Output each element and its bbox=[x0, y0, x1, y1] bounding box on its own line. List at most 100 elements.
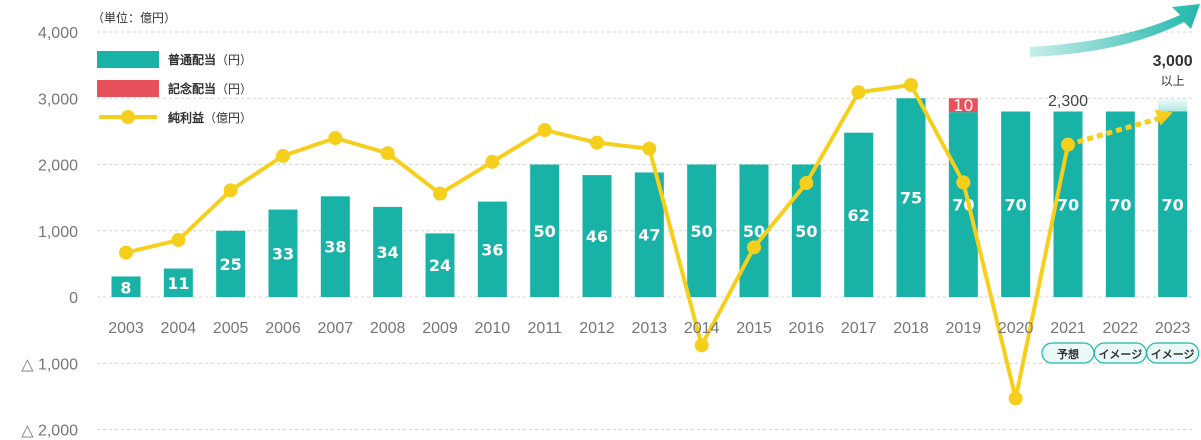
net-income-point bbox=[433, 186, 447, 201]
bar-label-regular: 33 bbox=[272, 244, 294, 263]
bar-regular-dividend bbox=[634, 172, 664, 297]
x-tick-label: 2013 bbox=[632, 320, 668, 337]
y-tick-label: 1,000 bbox=[38, 224, 78, 241]
net-income-point bbox=[119, 245, 133, 260]
bar-label-regular: 25 bbox=[220, 255, 242, 274]
net-income-point bbox=[747, 240, 761, 255]
bar-label-regular: 47 bbox=[638, 226, 660, 245]
bar-commemorative-dividend bbox=[948, 98, 978, 113]
x-tick-label: 2016 bbox=[789, 320, 825, 337]
bar-regular-dividend bbox=[739, 164, 769, 297]
bar-regular-dividend bbox=[477, 201, 507, 297]
x-tick-label: 2011 bbox=[527, 320, 562, 337]
forecast-badges: 予想 イメージ イメージ bbox=[1041, 342, 1200, 364]
dividend-bars: 8 11 25 33 38 34 24 36 50 46 47 50 50 50 62 75 10 70 70 70 7… bbox=[111, 96, 1188, 297]
bar-label-commemorative: 10 bbox=[953, 96, 973, 115]
net-income-point bbox=[485, 154, 500, 169]
x-tick-label: 2015 bbox=[736, 320, 772, 337]
x-tick-label: 2012 bbox=[579, 320, 615, 337]
y-tick-label: 4,000 bbox=[38, 25, 78, 42]
bar-label-regular: 70 bbox=[1057, 195, 1079, 214]
bar-regular-dividend bbox=[530, 164, 560, 297]
forecast-badge-label: イメージ bbox=[1151, 348, 1195, 361]
x-tick-label: 2022 bbox=[1103, 320, 1139, 337]
x-tick-label: 2020 bbox=[998, 320, 1034, 337]
bar-regular-dividend bbox=[216, 230, 246, 297]
bar-label-regular: 62 bbox=[848, 206, 870, 225]
unit-label: （単位：億円） bbox=[92, 10, 176, 25]
y-tick-label: 2,000 bbox=[38, 158, 78, 175]
net-income-point bbox=[904, 78, 918, 92]
growth-arrow bbox=[1030, 4, 1200, 112]
x-tick-label: 2006 bbox=[265, 320, 301, 337]
bar-label-regular: 50 bbox=[795, 222, 817, 241]
bar-label-regular: 70 bbox=[1005, 195, 1027, 214]
x-tick-label: 2019 bbox=[946, 320, 982, 337]
target-bar-extension bbox=[1158, 98, 1188, 112]
bar-regular-dividend bbox=[1158, 111, 1188, 297]
net-income-point bbox=[171, 233, 186, 248]
bar-label-regular: 38 bbox=[324, 238, 346, 257]
x-tick-label: 2017 bbox=[841, 320, 877, 337]
net-income-point bbox=[1008, 391, 1023, 406]
bar-regular-dividend bbox=[896, 98, 926, 297]
y-axis-ticks: 4,000 3,000 2,000 1,000 0 △ 1,000 △ 2,000 bbox=[21, 25, 78, 440]
bar-regular-dividend bbox=[373, 206, 403, 297]
x-tick-label: 2009 bbox=[422, 320, 458, 337]
bar-label-regular: 34 bbox=[377, 243, 399, 262]
y-tick-label: △ 1,000 bbox=[21, 356, 78, 373]
x-tick-label: 2005 bbox=[213, 320, 249, 337]
net-income-point bbox=[380, 146, 395, 161]
annotation-2023-target: 3,000 bbox=[1153, 53, 1193, 70]
annotation-2021-forecast: 2,300 bbox=[1048, 93, 1088, 110]
x-tick-label: 2004 bbox=[161, 320, 197, 337]
bar-regular-dividend bbox=[268, 209, 298, 297]
bar-regular-dividend bbox=[163, 268, 193, 297]
bar-label-regular: 75 bbox=[900, 189, 922, 208]
bar-regular-dividend bbox=[1001, 111, 1031, 297]
bar-label-regular: 70 bbox=[1109, 195, 1131, 214]
forecast-badge bbox=[1146, 342, 1200, 364]
net-income-point bbox=[851, 85, 866, 100]
x-tick-label: 2021 bbox=[1050, 320, 1086, 337]
legend-swatch-commemorative-dividend bbox=[97, 80, 159, 97]
bar-regular-dividend bbox=[687, 164, 717, 297]
bar-label-regular: 24 bbox=[429, 256, 451, 275]
x-tick-label: 2018 bbox=[893, 320, 929, 337]
bar-regular-dividend bbox=[844, 132, 874, 297]
bar-label-regular: 50 bbox=[743, 222, 765, 241]
bar-label-regular: 70 bbox=[1162, 195, 1184, 214]
net-income-line bbox=[119, 78, 1173, 406]
bar-label-regular: 11 bbox=[167, 274, 189, 293]
net-income-point bbox=[1061, 137, 1075, 152]
bar-regular-dividend bbox=[111, 276, 141, 297]
x-tick-label: 2003 bbox=[108, 320, 144, 337]
bar-regular-dividend bbox=[320, 196, 350, 297]
bar-regular-dividend bbox=[425, 233, 455, 297]
net-income-point bbox=[276, 148, 290, 163]
net-income-point bbox=[799, 176, 814, 191]
growth-arrow-shape bbox=[1030, 4, 1200, 57]
y-tick-label: 3,000 bbox=[38, 91, 78, 108]
legend-label-regular-dividend: 普通配当（円） bbox=[168, 52, 252, 67]
x-tick-label: 2007 bbox=[318, 320, 354, 337]
net-income-point bbox=[956, 175, 971, 190]
net-income-point bbox=[223, 183, 238, 198]
net-income-projection-line bbox=[1067, 116, 1160, 148]
net-income-projection-arrowhead bbox=[1154, 109, 1173, 126]
legend: （単位：億円） 普通配当（円） 記念配当（円） 純利益（億円） bbox=[92, 10, 252, 125]
bar-label-regular: 50 bbox=[534, 222, 556, 241]
forecast-badge-label: 予想 bbox=[1057, 347, 1079, 361]
net-income-point bbox=[590, 135, 604, 150]
bar-regular-dividend bbox=[582, 175, 612, 297]
x-tick-label: 2010 bbox=[475, 320, 511, 337]
annotations: 2,300 3,000 以上 bbox=[1048, 53, 1193, 110]
bar-regular-dividend bbox=[1105, 111, 1135, 297]
net-income-point bbox=[537, 123, 552, 138]
net-income-point bbox=[694, 338, 709, 353]
legend-swatch-regular-dividend bbox=[97, 51, 159, 68]
net-income-point bbox=[642, 141, 657, 156]
y-tick-label: 0 bbox=[69, 290, 78, 307]
bar-label-regular: 46 bbox=[586, 227, 608, 246]
